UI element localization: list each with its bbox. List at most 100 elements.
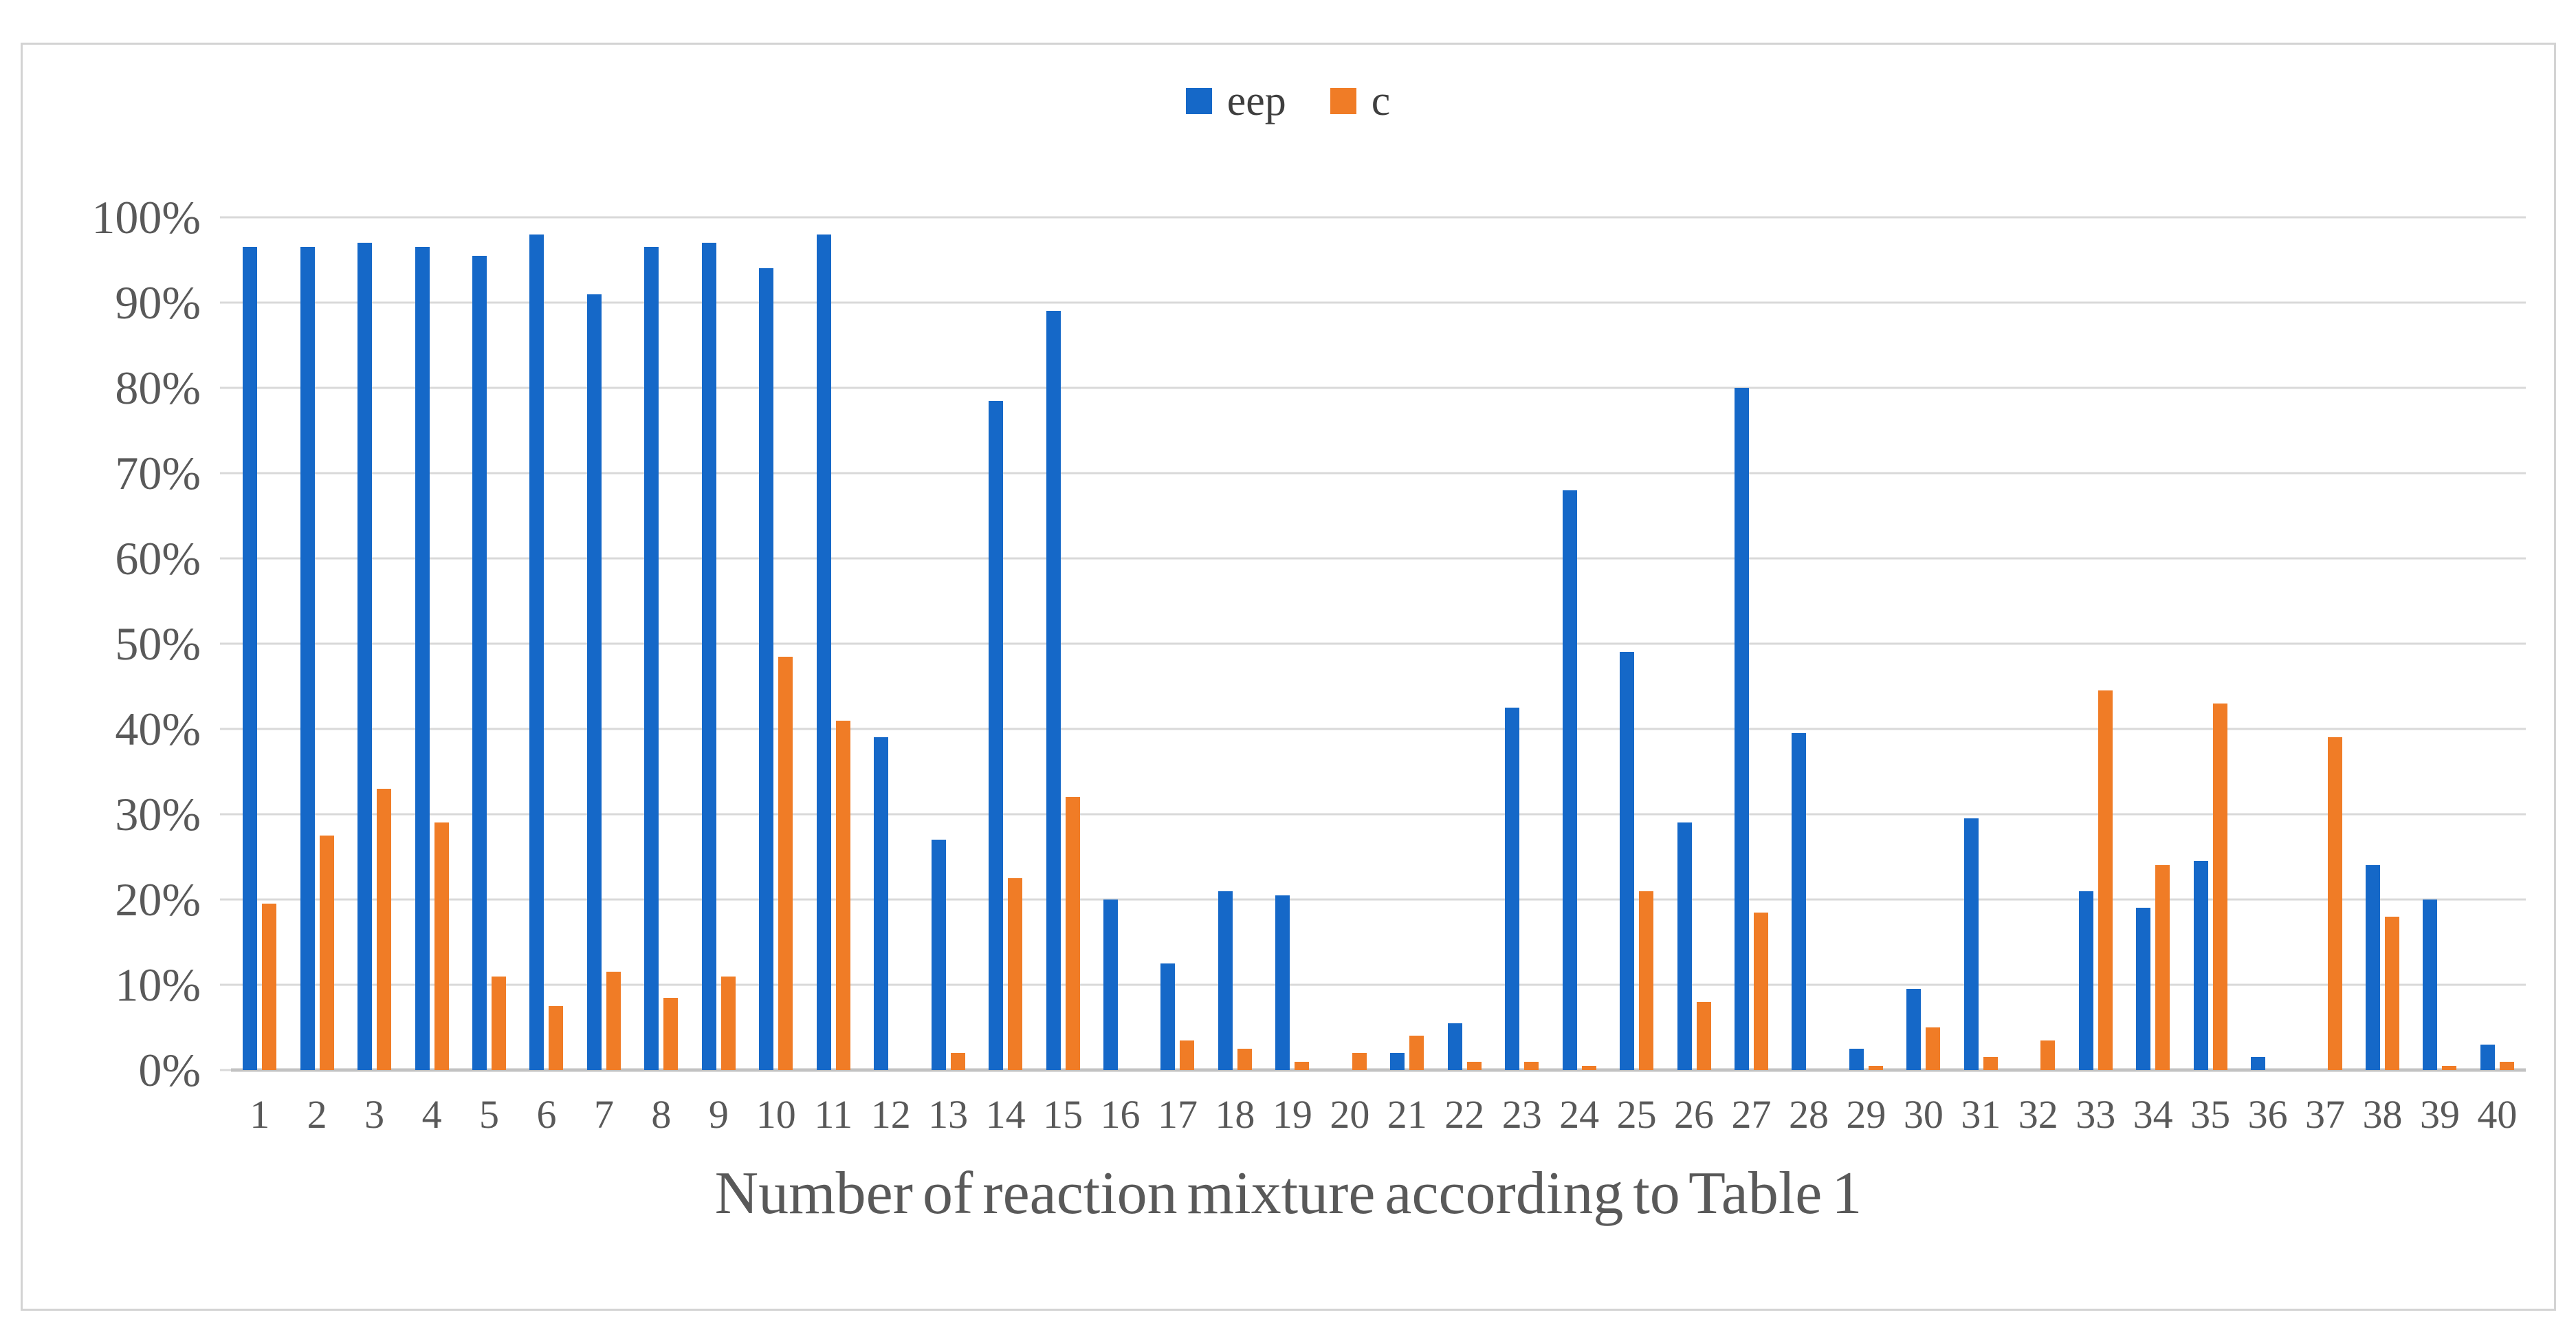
bar-eep bbox=[1390, 1053, 1405, 1070]
x-tick-label: 24 bbox=[1559, 1092, 1600, 1137]
bar-group bbox=[288, 217, 345, 1070]
y-tick-mark bbox=[220, 813, 231, 816]
bar-group bbox=[2354, 217, 2411, 1070]
bar-eep bbox=[2480, 1044, 2495, 1070]
bar-c bbox=[2040, 1040, 2056, 1070]
bar-group bbox=[2411, 217, 2468, 1070]
x-axis-line bbox=[231, 1068, 2526, 1072]
legend-swatch-c bbox=[1330, 88, 1356, 114]
bar-group bbox=[231, 217, 288, 1070]
y-tick-mark bbox=[220, 216, 231, 219]
x-axis-title: Number of reaction mixture according to … bbox=[714, 1160, 1862, 1227]
x-tick-label: 19 bbox=[1272, 1092, 1312, 1137]
bar-eep bbox=[243, 247, 258, 1070]
x-tick-label: 39 bbox=[2419, 1092, 2460, 1137]
bar-c bbox=[1868, 1065, 1883, 1070]
x-tick-label: 40 bbox=[2477, 1092, 2518, 1137]
bar-eep bbox=[357, 243, 373, 1070]
bar-eep bbox=[1963, 818, 1979, 1070]
x-tick-label: 21 bbox=[1387, 1092, 1427, 1137]
bar-group bbox=[1264, 217, 1321, 1070]
bar-c bbox=[549, 1006, 564, 1070]
bar-eep bbox=[759, 268, 774, 1070]
legend-label: eep bbox=[1226, 78, 1286, 124]
x-tick-label: 28 bbox=[1788, 1092, 1829, 1137]
bar-eep bbox=[2078, 891, 2093, 1070]
legend-item-eep: eep bbox=[1185, 78, 1286, 124]
bars bbox=[231, 217, 2526, 1070]
bar-c bbox=[1754, 912, 1768, 1070]
bar-group bbox=[632, 217, 690, 1070]
x-tick-label: 18 bbox=[1215, 1092, 1255, 1137]
y-tick-mark bbox=[220, 301, 231, 304]
bar-group bbox=[1149, 217, 1206, 1070]
bar-c bbox=[1639, 891, 1654, 1070]
bar-eep bbox=[1447, 1023, 1462, 1070]
y-tick-mark bbox=[220, 1069, 231, 1071]
bar-group bbox=[2010, 217, 2067, 1070]
x-tick-label: 27 bbox=[1731, 1092, 1772, 1137]
x-tick-label: 29 bbox=[1846, 1092, 1886, 1137]
x-tick-label: 9 bbox=[708, 1092, 729, 1137]
y-tick-mark bbox=[220, 898, 231, 901]
x-tick-label: 31 bbox=[1961, 1092, 2001, 1137]
gridline bbox=[231, 813, 2526, 816]
x-tick-label: 23 bbox=[1501, 1092, 1542, 1137]
x-tick-label: 13 bbox=[928, 1092, 969, 1137]
bar-group bbox=[1034, 217, 1091, 1070]
y-tick-mark bbox=[220, 386, 231, 389]
bar-group bbox=[2296, 217, 2353, 1070]
bar-eep bbox=[529, 234, 544, 1070]
gridline bbox=[231, 301, 2526, 304]
y-tick-mark bbox=[220, 642, 231, 645]
bar-eep bbox=[1620, 652, 1635, 1070]
bar-c bbox=[2098, 690, 2113, 1070]
bar-group bbox=[1780, 217, 1837, 1070]
bar-eep bbox=[2365, 865, 2380, 1070]
y-tick-mark bbox=[220, 728, 231, 730]
bar-c bbox=[663, 997, 679, 1070]
bar-group bbox=[518, 217, 575, 1070]
bar-group bbox=[690, 217, 747, 1070]
bar-c bbox=[1466, 1061, 1482, 1070]
bar-c bbox=[1983, 1057, 1998, 1070]
bar-group bbox=[1952, 217, 2010, 1070]
x-tick-label: 22 bbox=[1444, 1092, 1485, 1137]
x-tick-label: 11 bbox=[814, 1092, 853, 1137]
x-tick-label: 14 bbox=[985, 1092, 1026, 1137]
bar-eep bbox=[874, 737, 889, 1070]
bar-c bbox=[1237, 1049, 1252, 1070]
y-tick-label: 60% bbox=[115, 532, 201, 585]
plot-area bbox=[220, 216, 2526, 1072]
y-axis-labels: 0% 10% 20% 30% 40% 50% 60% 70% 80% 90% 100% bbox=[27, 194, 201, 1093]
y-tick-label: 70% bbox=[115, 447, 201, 499]
bar-group bbox=[1895, 217, 1952, 1070]
bar-c bbox=[720, 976, 736, 1070]
bar-c bbox=[1295, 1061, 1310, 1070]
legend-swatch-eep bbox=[1185, 88, 1212, 114]
bar-group bbox=[346, 217, 403, 1070]
x-tick-label: 36 bbox=[2247, 1092, 2288, 1137]
bar-eep bbox=[989, 400, 1004, 1070]
gridline bbox=[231, 983, 2526, 986]
bar-group bbox=[1207, 217, 1264, 1070]
x-tick-label: 25 bbox=[1616, 1092, 1657, 1137]
bar-group bbox=[1493, 217, 1550, 1070]
bar-eep bbox=[2193, 861, 2208, 1070]
bar-group bbox=[1665, 217, 1722, 1070]
chart-frame bbox=[21, 43, 2556, 1311]
bar-group bbox=[2124, 217, 2181, 1070]
bar-c bbox=[835, 720, 850, 1070]
y-tick-label: 40% bbox=[115, 703, 201, 755]
bar-eep bbox=[2136, 908, 2151, 1070]
x-tick-label: 8 bbox=[651, 1092, 672, 1137]
x-tick-label: 10 bbox=[756, 1092, 796, 1137]
bar-eep bbox=[1792, 733, 1807, 1070]
y-tick-label: 90% bbox=[115, 276, 201, 329]
bar-eep bbox=[1849, 1049, 1864, 1070]
x-tick-label: 34 bbox=[2133, 1092, 2173, 1137]
x-tick-label: 2 bbox=[307, 1092, 327, 1137]
x-tick-label: 16 bbox=[1100, 1092, 1141, 1137]
bar-c bbox=[319, 836, 334, 1070]
